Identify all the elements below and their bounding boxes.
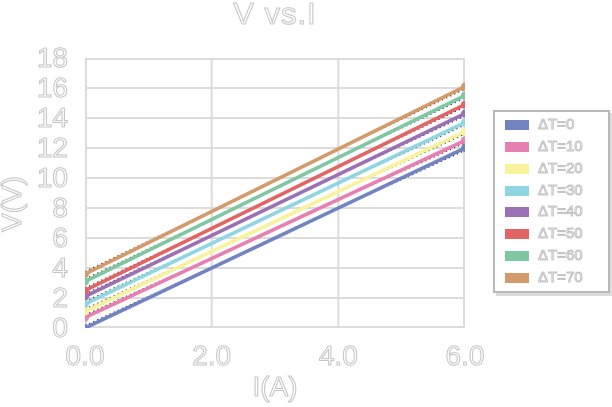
legend-item: ΔT=50	[495, 224, 608, 244]
legend-label: ΔT=10	[537, 137, 583, 155]
legend-swatch	[505, 207, 529, 218]
data-point-marker	[85, 292, 89, 301]
y-tick-label: 14	[36, 102, 68, 133]
data-point-marker	[85, 270, 89, 278]
y-tick-label: 4	[52, 252, 69, 283]
chart-title: V vs.I	[233, 0, 317, 32]
data-point-marker	[461, 91, 465, 100]
y-tick-label: 18	[36, 42, 68, 73]
series-line	[85, 111, 465, 299]
data-point-marker	[461, 127, 465, 136]
x-axis-label: I(A)	[252, 370, 298, 402]
y-tick-label: 10	[36, 162, 68, 193]
x-tick-label: 2.0	[192, 340, 232, 371]
legend-swatch	[505, 141, 529, 152]
series-line	[85, 84, 465, 276]
y-tick-label: 16	[36, 72, 68, 103]
data-point-marker	[85, 307, 89, 316]
x-tick-label: 0.0	[65, 340, 105, 371]
data-point-marker	[461, 144, 465, 152]
legend-item: ΔT=70	[495, 268, 608, 288]
data-point-marker	[461, 100, 465, 109]
data-point-marker	[461, 136, 465, 145]
series-line	[85, 102, 465, 293]
y-tick-label: 0	[52, 312, 69, 343]
data-point-marker	[461, 82, 465, 91]
legend-label: ΔT=30	[537, 181, 583, 199]
y-tick-label: 12	[36, 132, 68, 163]
x-tick-label: 6.0	[445, 340, 485, 371]
legend-swatch	[505, 273, 529, 284]
legend-label: ΔT=60	[537, 247, 583, 265]
series-line	[85, 138, 465, 320]
legend-item: ΔT=30	[495, 181, 608, 201]
data-point-marker	[461, 118, 465, 127]
plot-border	[85, 58, 465, 328]
legend-swatch	[505, 229, 529, 240]
legend-swatch	[505, 251, 529, 262]
y-tick-label: 6	[52, 222, 69, 253]
y-tick-label: 2	[52, 282, 69, 313]
legend-label: ΔT=20	[537, 159, 583, 177]
legend-swatch	[505, 185, 529, 196]
legend-item: ΔT=0	[495, 115, 608, 135]
legend-item: ΔT=60	[495, 246, 608, 266]
legend-swatch	[505, 163, 529, 174]
data-point-marker	[85, 286, 89, 295]
plot-area	[85, 58, 465, 328]
data-point-marker	[85, 277, 89, 286]
legend-item: ΔT=10	[495, 137, 608, 157]
data-point-marker	[85, 324, 89, 328]
legend: ΔT=0 ΔT=10 ΔT=20 ΔT=30 ΔT=40 ΔT=50 ΔT=60 ΔT=70	[493, 110, 610, 293]
legend-label: ΔT=50	[537, 225, 583, 243]
series-line	[85, 129, 465, 314]
data-point-marker	[461, 109, 465, 118]
legend-label: ΔT=0	[537, 115, 575, 133]
series-line	[85, 146, 465, 328]
series-line	[85, 93, 465, 284]
data-point-marker	[85, 300, 89, 308]
series-line	[85, 120, 465, 306]
legend-item: ΔT=20	[495, 159, 608, 179]
legend-swatch	[505, 119, 529, 130]
data-point-marker	[85, 313, 89, 322]
x-tick-label: 4.0	[318, 340, 358, 371]
legend-label: ΔT=70	[537, 269, 583, 287]
y-tick-label: 8	[52, 192, 69, 223]
legend-item: ΔT=40	[495, 202, 608, 222]
legend-label: ΔT=40	[537, 203, 583, 221]
